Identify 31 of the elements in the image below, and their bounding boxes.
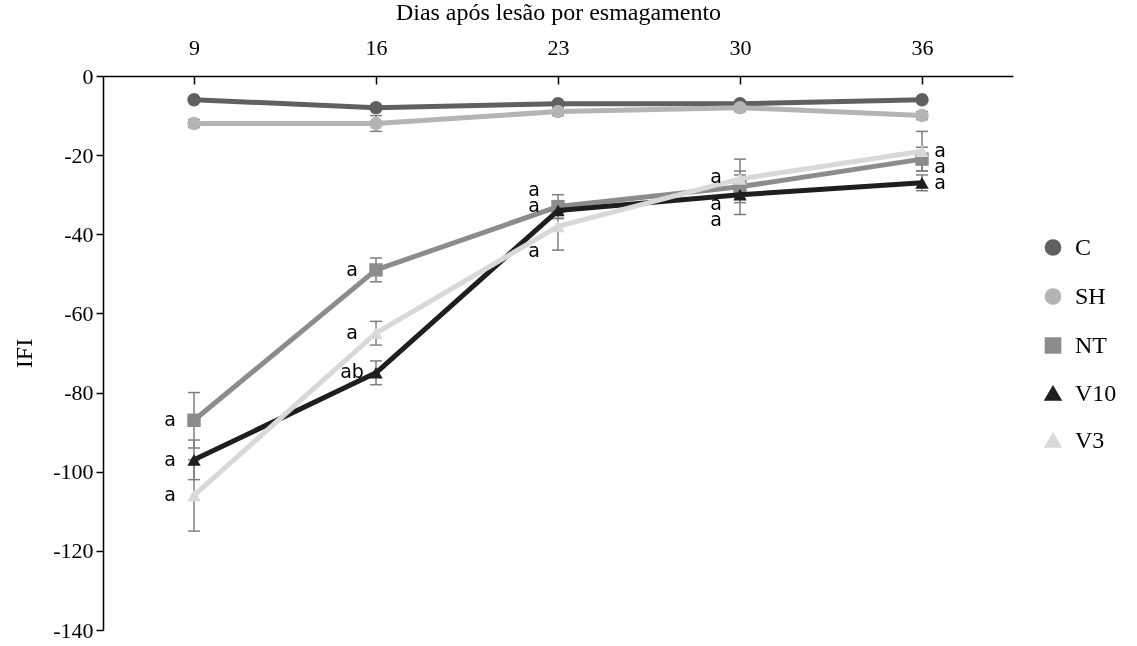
y-tick-label: -80 [64, 380, 94, 406]
x-tick-label: 30 [729, 34, 752, 60]
y-tick-label: -100 [53, 459, 94, 485]
legend-label: C [1075, 233, 1092, 260]
x-tick-label: 16 [365, 34, 388, 60]
y-tick-label: -120 [53, 538, 94, 564]
annotation: a [346, 321, 358, 344]
y-tick-label: -20 [64, 142, 94, 168]
y-tick-label: 0 [82, 63, 94, 89]
x-tick-label: 23 [547, 34, 570, 60]
annotation: a [528, 178, 540, 201]
x-tick-label: 36 [911, 34, 934, 60]
annotation: a [164, 447, 176, 470]
annotation: a [934, 139, 946, 162]
y-tick-label: -140 [53, 617, 94, 643]
y-axis-title: IFI [11, 338, 38, 369]
legend-label: V10 [1075, 379, 1117, 406]
y-tick-label: -40 [64, 221, 94, 247]
legend-label: NT [1075, 331, 1108, 358]
annotation: a [528, 238, 540, 261]
annotation: a [710, 164, 722, 187]
y-tick-label: -60 [64, 300, 94, 326]
annotation: ab [340, 360, 364, 382]
x-axis-title: Dias após lesão por esmagamento [395, 0, 722, 25]
annotation: a [164, 408, 176, 431]
x-tick-label: 9 [189, 34, 200, 60]
annotation: a [710, 192, 722, 215]
legend-label: SH [1075, 282, 1106, 309]
annotation: a [164, 483, 176, 506]
annotation: a [346, 257, 358, 280]
legend-label: V3 [1075, 426, 1105, 453]
